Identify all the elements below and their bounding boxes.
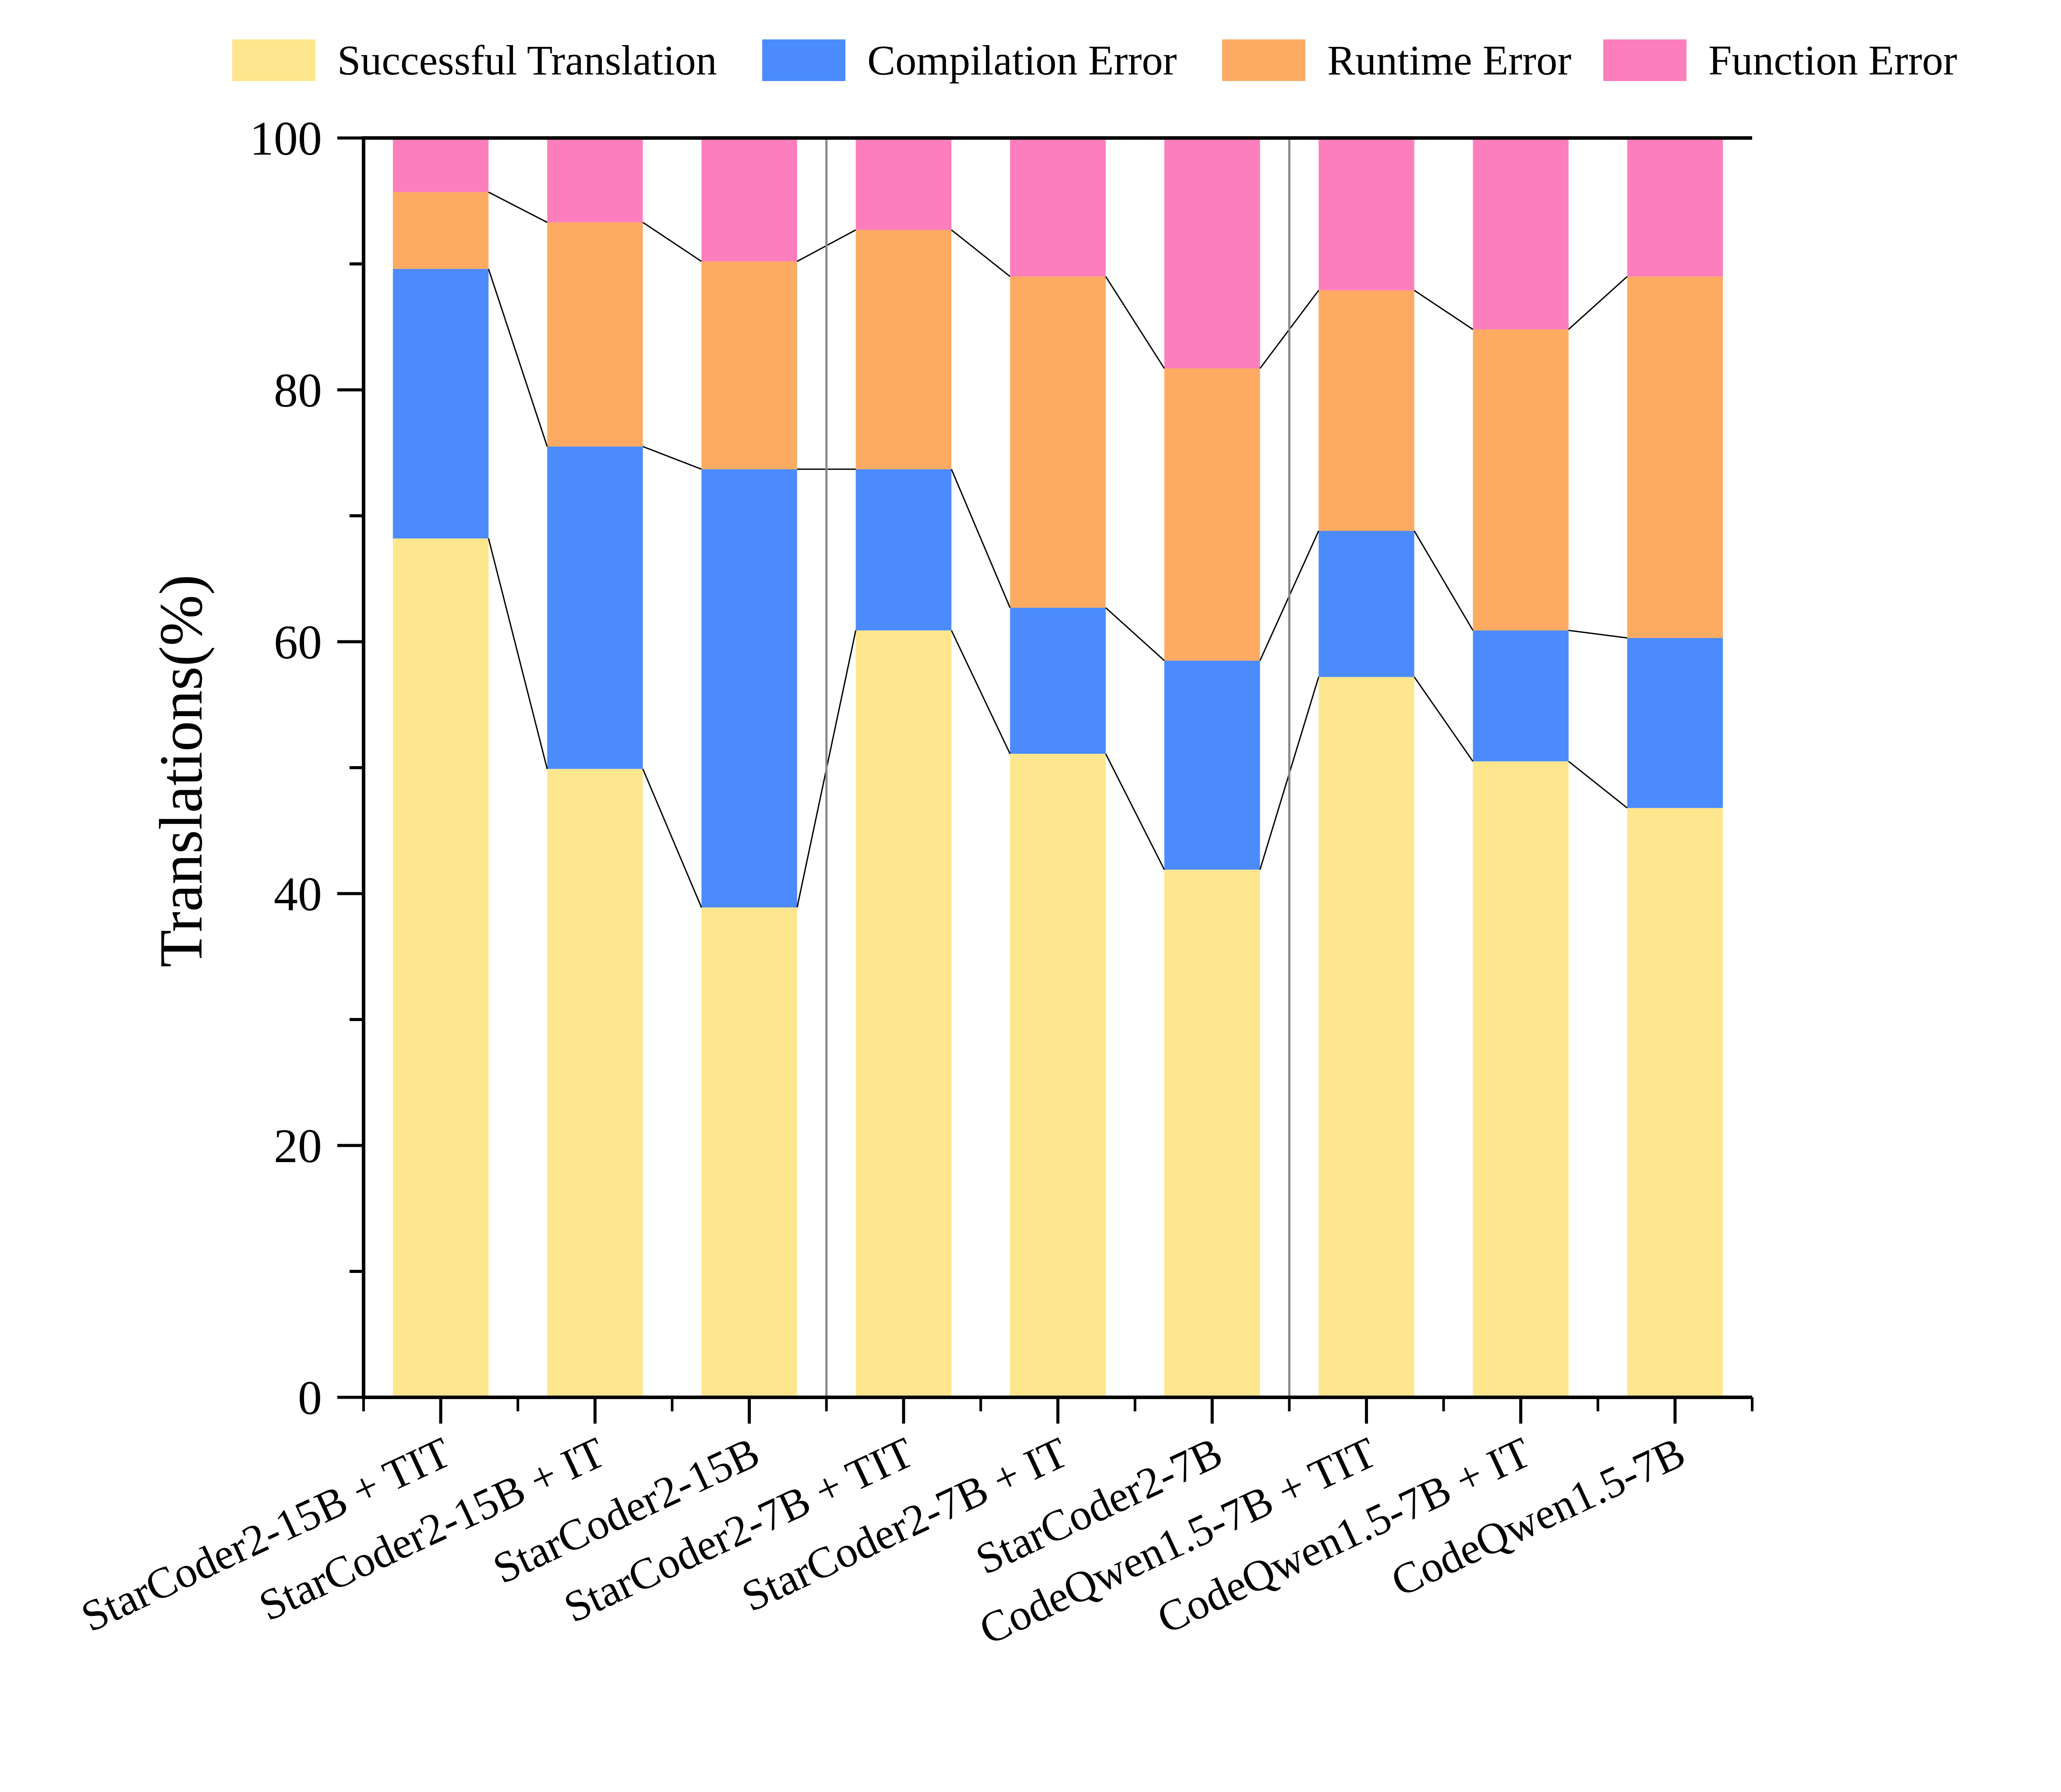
bar-segment <box>856 230 951 470</box>
bar-segment <box>1627 276 1723 638</box>
y-tick-label: 100 <box>250 112 322 165</box>
bar-segment <box>701 138 797 262</box>
connector-line <box>1568 760 1628 809</box>
connector-line <box>1568 629 1627 639</box>
connector-line <box>951 229 1011 277</box>
bar-segment <box>1319 138 1414 290</box>
bar-segment <box>392 269 489 539</box>
bar-segment <box>856 630 951 1397</box>
bar-segment <box>856 469 951 631</box>
bar-segment <box>1319 531 1414 677</box>
bar-segment <box>1473 630 1569 762</box>
legend-swatch-successful-translation <box>232 39 315 81</box>
bar-segment <box>701 261 797 470</box>
connector-line <box>1414 676 1474 762</box>
connector-line <box>1105 276 1165 369</box>
y-tick-label: 80 <box>274 364 322 417</box>
y-ticks: 0 20 40 60 80 100 <box>250 112 364 1424</box>
bar-segment <box>547 769 643 1397</box>
connector-line <box>1414 530 1474 631</box>
bar-segment <box>392 192 489 269</box>
connector-line <box>1568 276 1628 330</box>
connector-line <box>951 630 1011 754</box>
connector-line <box>1105 753 1165 870</box>
bar-segment <box>1010 276 1106 608</box>
bar-segment <box>392 138 489 192</box>
bar-segment <box>1010 608 1106 754</box>
bar-segment <box>1473 138 1569 329</box>
legend-label-compilation-error: Compilation Error <box>867 37 1177 84</box>
bar-segment <box>1164 368 1260 661</box>
y-tick-label: 40 <box>274 867 322 921</box>
legend-swatch-compilation-error <box>762 39 845 81</box>
y-axis-title: Translations(%) <box>147 574 215 967</box>
bar-segment <box>1010 753 1106 1397</box>
legend-label-successful-translation: Successful Translation <box>337 37 717 84</box>
bar-segment <box>547 446 643 769</box>
bar-segment <box>1627 138 1723 277</box>
connector-line <box>488 538 548 769</box>
bar-layer <box>392 138 1723 1397</box>
y-tick-label: 0 <box>298 1371 322 1424</box>
bar-segment <box>701 469 797 908</box>
legend-swatch-function-error <box>1603 39 1686 81</box>
connector-line <box>642 768 702 908</box>
bar-segment <box>1319 677 1414 1397</box>
connector-line <box>488 191 548 223</box>
bar-segment <box>1164 869 1260 1397</box>
connector-line <box>1414 290 1474 330</box>
connector-line <box>951 469 1011 608</box>
connector-line <box>488 269 548 447</box>
legend: Successful Translation Compilation Error… <box>232 37 1957 84</box>
bar-segment <box>1627 808 1723 1397</box>
bar-segment <box>1627 638 1723 808</box>
legend-label-function-error: Function Error <box>1708 37 1957 84</box>
legend-swatch-runtime-error <box>1222 39 1305 81</box>
bar-segment <box>1473 761 1569 1397</box>
bar-segment <box>856 138 951 230</box>
bar-segment <box>547 222 643 447</box>
bar-segment <box>1164 138 1260 369</box>
connector-line <box>642 222 702 262</box>
bar-segment <box>1319 290 1414 531</box>
bar-segment <box>392 538 489 1397</box>
y-tick-label: 20 <box>274 1119 322 1173</box>
connector-line <box>1105 607 1165 661</box>
connector-line <box>642 445 702 470</box>
legend-label-runtime-error: Runtime Error <box>1327 37 1571 84</box>
y-tick-label: 60 <box>274 615 322 669</box>
bar-segment <box>701 907 797 1397</box>
group-separators <box>825 138 1290 1397</box>
bar-segment <box>1473 329 1569 631</box>
bar-segment <box>1164 661 1260 870</box>
bar-segment <box>1010 138 1106 277</box>
bar-segment <box>547 138 643 223</box>
